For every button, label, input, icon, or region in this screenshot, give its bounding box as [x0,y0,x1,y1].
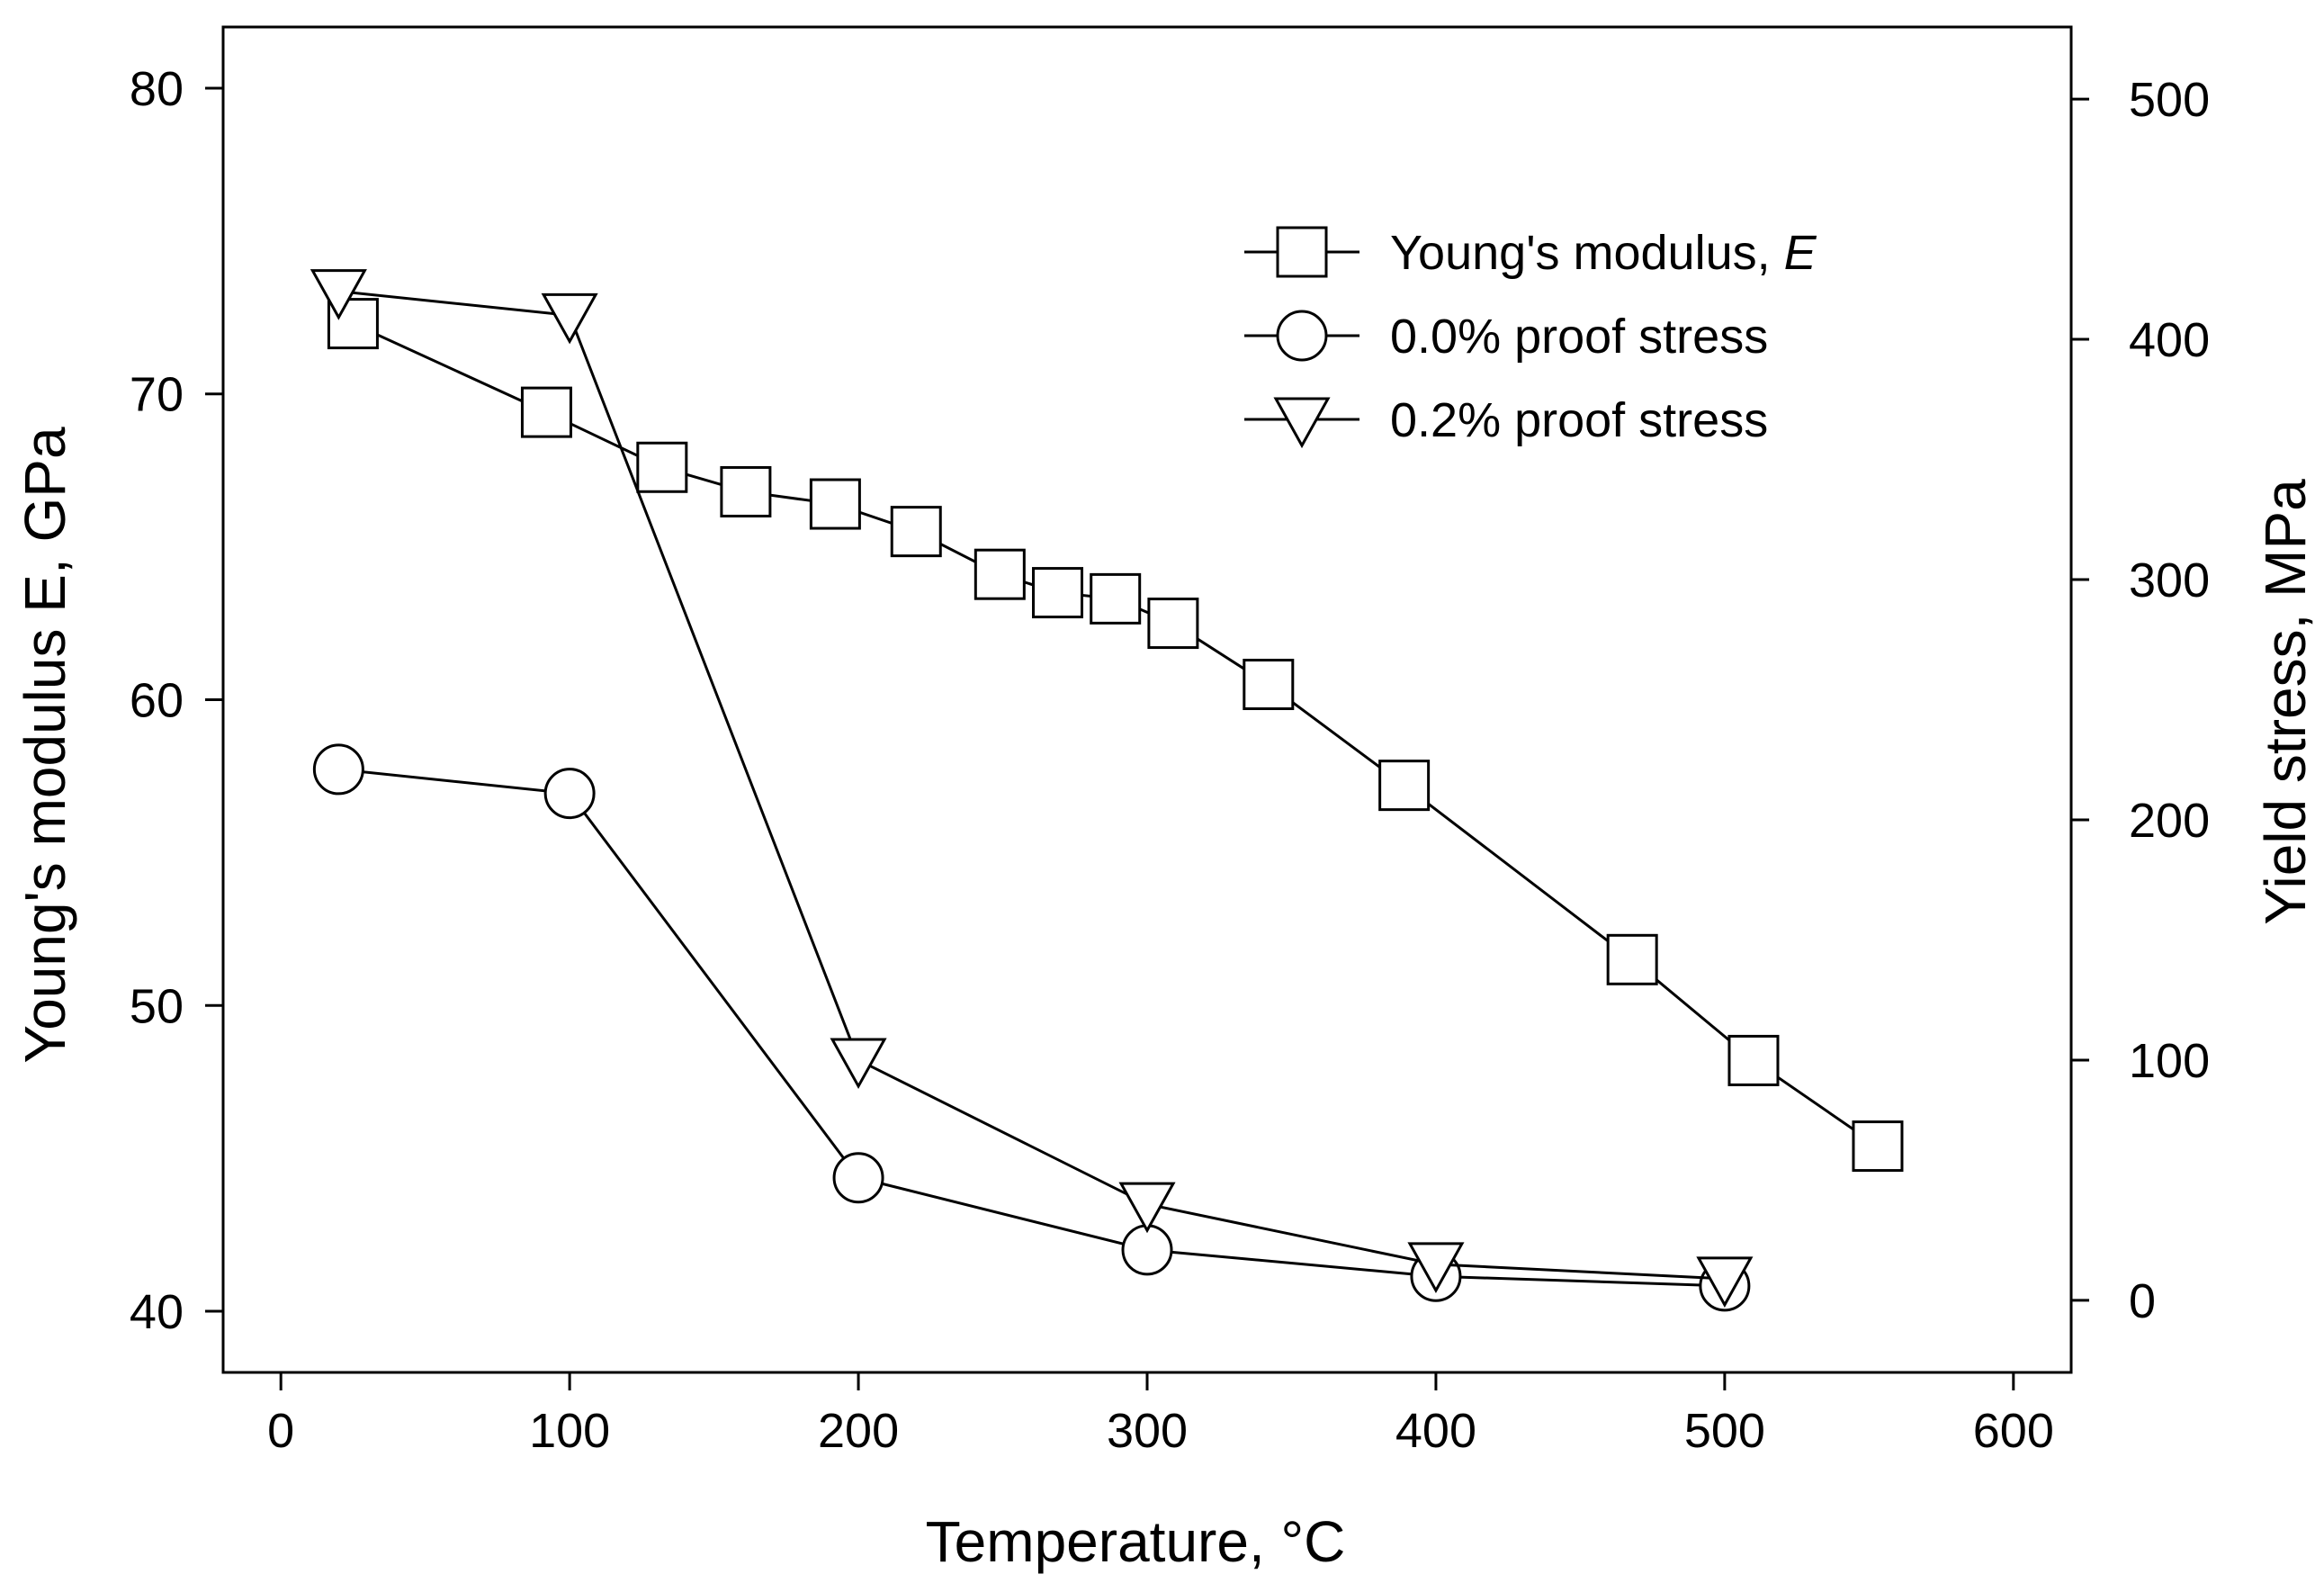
data-point [312,743,364,796]
legend-marker [1273,397,1331,449]
series-2 [312,743,1751,1312]
data-point [1243,659,1295,711]
legend-entry-3: 0.2% proof stress [1244,393,1768,449]
data-point [809,478,861,530]
x-tick-label: 300 [1107,1404,1188,1458]
y2-tick-label: 500 [2129,73,2210,127]
legend-entry-1: Young's modulus, E [1244,226,1817,280]
y2-tick-label: 300 [2129,553,2210,607]
data-point [541,292,598,345]
x-tick-label: 400 [1395,1404,1476,1458]
data-point [310,269,367,320]
x-axis-title: Temperature, °C [926,1509,1346,1574]
y-axis-title: Young's modulus E, GPa [13,427,77,1064]
series-3 [310,269,1754,1308]
y2-tick-label: 100 [2129,1034,2210,1088]
legend-marker [1276,310,1328,362]
data-point [1852,1120,1904,1173]
data-point [636,441,688,493]
data-point [1727,1034,1780,1086]
y-tick-label: 70 [130,368,184,422]
series-line [338,768,1725,1288]
data-point [1032,567,1084,619]
data-point [832,1152,884,1204]
y2-axis-title: Yield stress, MPa [2253,479,2318,925]
data-point [543,768,596,820]
x-tick-label: 500 [1684,1404,1765,1458]
series-1 [327,298,1904,1173]
data-point [1090,572,1142,625]
x-tick-label: 100 [529,1404,610,1458]
legend-label: Young's modulus, E [1390,226,1817,280]
y2-tick-label: 400 [2129,313,2210,367]
data-point [830,1038,887,1090]
data-point [720,465,772,517]
x-tick-label: 600 [1973,1404,2054,1458]
y-tick-label: 60 [130,674,184,728]
y2-tick-label: 200 [2129,794,2210,848]
legend-label: 0.0% proof stress [1390,310,1768,364]
y-tick-label: 40 [130,1285,184,1339]
data-point [974,548,1026,600]
y-tick-label: 50 [130,979,184,1033]
data-point [1606,933,1658,985]
legend-entry-2: 0.0% proof stress [1244,310,1768,364]
data-point [1147,598,1199,650]
legend-marker [1276,226,1328,278]
x-tick-label: 200 [818,1404,899,1458]
data-point [1696,1256,1754,1308]
data-point [1118,1182,1176,1234]
data-point [1378,760,1431,812]
data-point [890,506,942,558]
y-tick-label: 80 [130,62,184,116]
series-line [338,290,1725,1281]
x-tick-label: 0 [267,1404,294,1458]
legend-label: 0.2% proof stress [1390,393,1768,447]
y2-tick-label: 0 [2129,1274,2156,1328]
data-point [1407,1242,1465,1293]
legend-label-italic: E [1784,226,1817,280]
data-point [520,386,572,438]
